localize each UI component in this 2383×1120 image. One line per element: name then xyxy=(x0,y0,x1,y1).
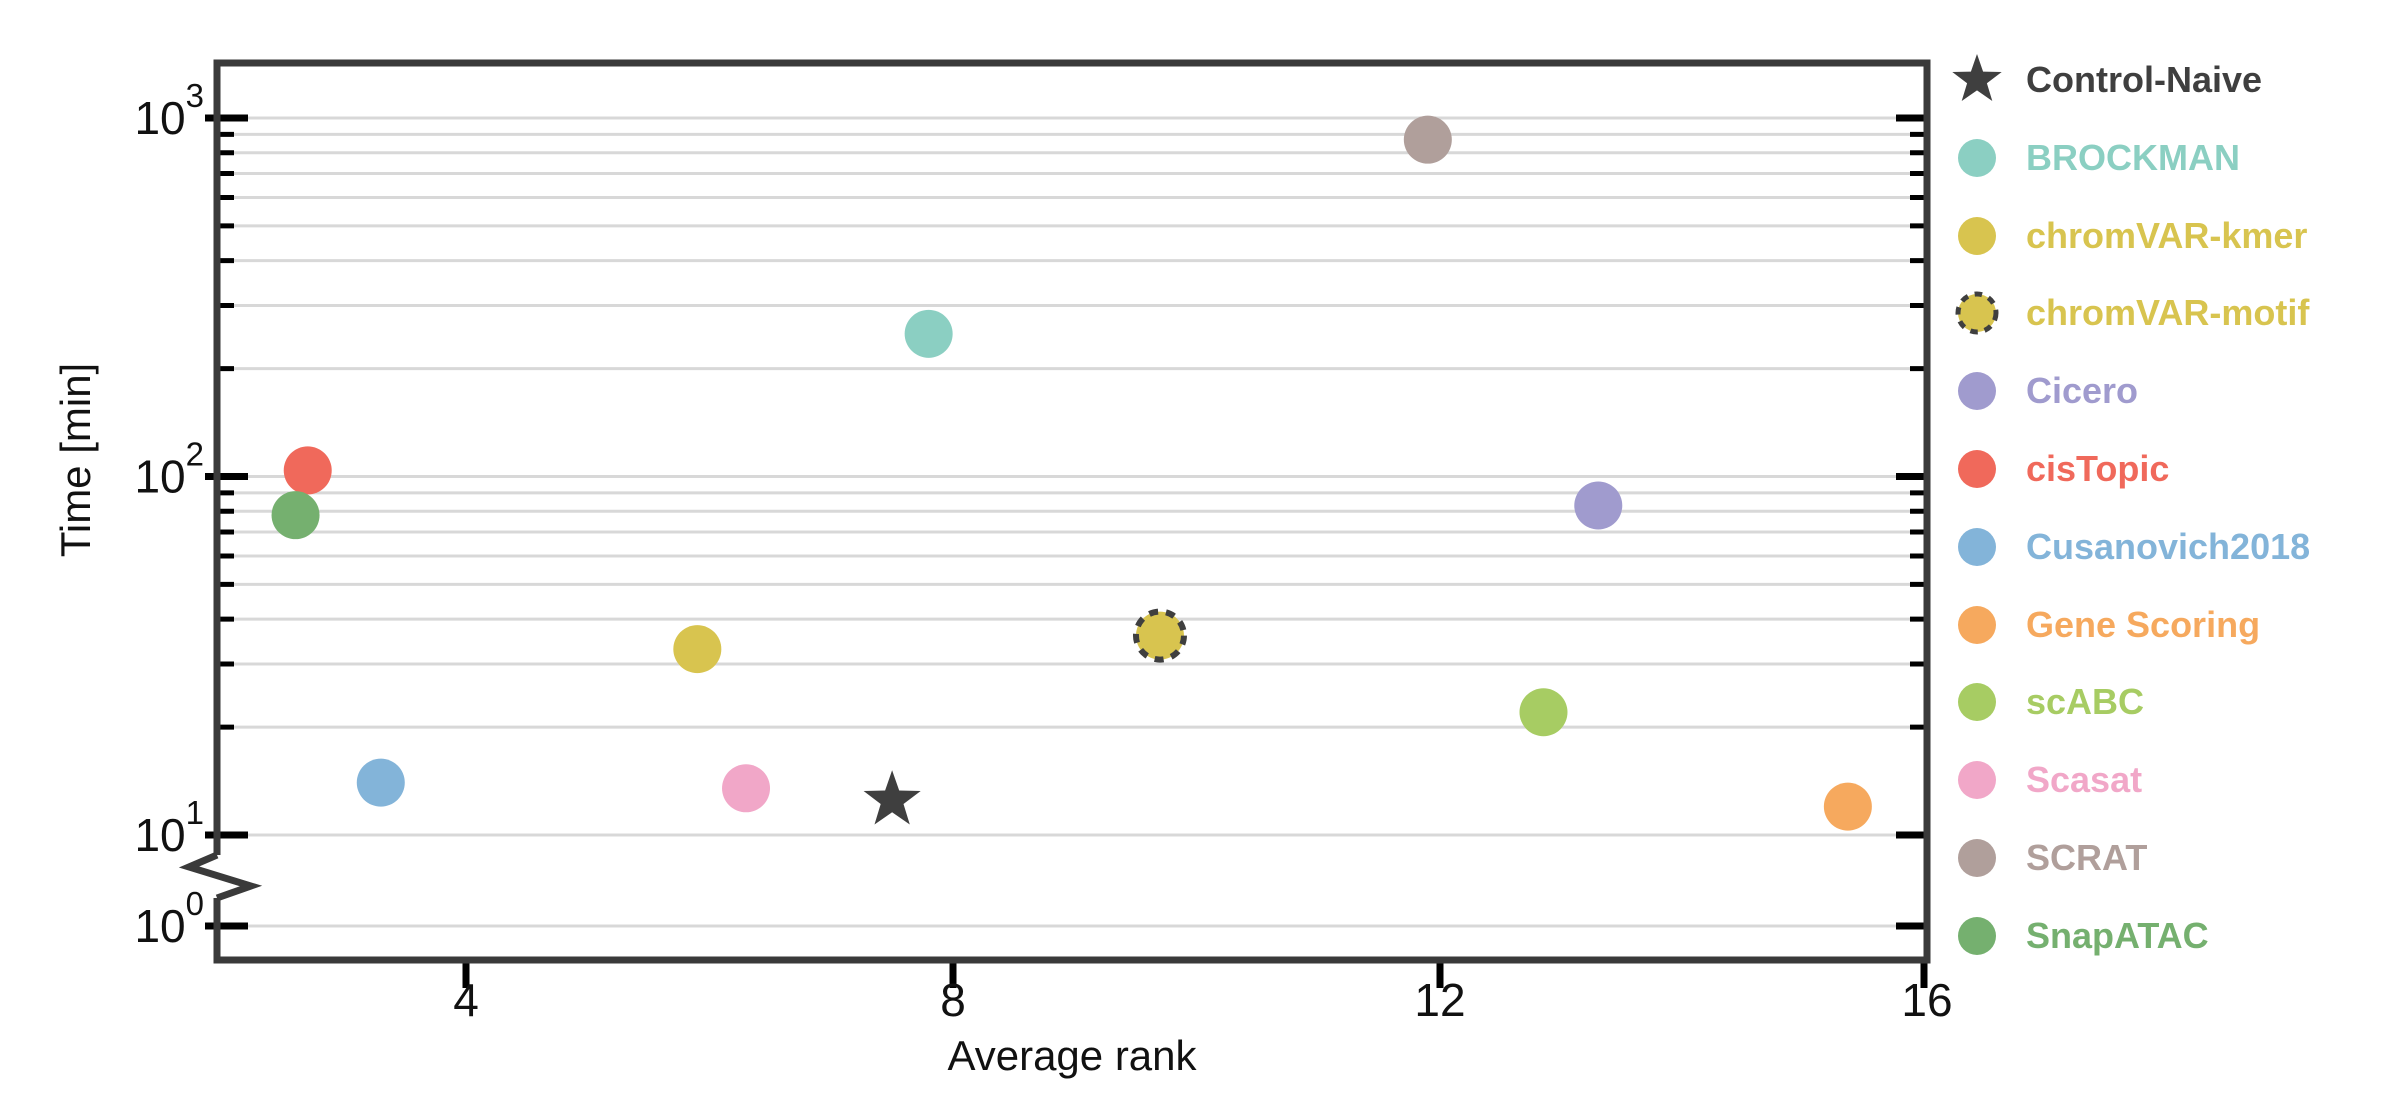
data-point-chromvar-motif xyxy=(1132,608,1187,663)
circle-swatch-icon xyxy=(1958,372,1996,411)
y-tick-label: 100 xyxy=(134,885,204,952)
legend-label-cistopic: cisTopic xyxy=(2026,448,2170,489)
x-tick-label: 4 xyxy=(453,974,479,1026)
y-tick-label: 102 xyxy=(134,436,204,503)
legend-item-snapatac: SnapATAC xyxy=(1948,907,2209,965)
legend-label-gene-scoring: Gene Scoring xyxy=(2026,603,2261,645)
legend-label-chromvar-kmer: chromVAR-kmer xyxy=(2026,214,2308,256)
x-tick-label: 16 xyxy=(1901,974,1952,1026)
circle-swatch-icon xyxy=(1958,605,1996,644)
data-point-gene-scoring xyxy=(1823,782,1872,831)
data-point-scrat xyxy=(1403,115,1452,164)
circle-swatch-icon xyxy=(1958,450,1996,488)
data-point-control-naive xyxy=(863,770,921,825)
x-axis-title: Average rank xyxy=(947,1032,1197,1079)
data-point-chromvar-kmer xyxy=(673,625,722,674)
legend-label-snapatac: SnapATAC xyxy=(2026,914,2209,956)
circle-swatch-icon xyxy=(1958,683,1996,722)
circle-dashed-swatch-icon xyxy=(1955,291,1999,335)
data-point-scasat xyxy=(722,764,771,813)
legend-item-control-naive: Control-Naive xyxy=(1948,51,2262,109)
circle-swatch-icon xyxy=(1958,216,1996,255)
data-point-snapatac xyxy=(271,491,320,540)
star-icon xyxy=(1952,54,2002,101)
legend-item-cusanovich2018: Cusanovich2018 xyxy=(1948,518,2310,576)
data-point-scabc xyxy=(1519,688,1568,737)
data-point-cusanovich2018 xyxy=(356,758,405,807)
y-axis-title: Time [min] xyxy=(52,362,99,558)
x-tick-label: 12 xyxy=(1414,974,1465,1026)
circle-swatch-icon xyxy=(1958,527,1996,566)
circle-swatch-icon xyxy=(1958,138,1996,177)
circle-swatch-icon xyxy=(1958,916,1996,955)
axis-break-icon xyxy=(178,851,263,902)
legend-item-cicero: Cicero xyxy=(1948,362,2138,420)
legend-item-scrat: SCRAT xyxy=(1948,829,2147,887)
data-point-brockman xyxy=(904,309,953,358)
legend-label-cusanovich2018: Cusanovich2018 xyxy=(2026,525,2311,567)
circle-swatch-icon xyxy=(1958,683,1996,722)
legend-item-chromvar-kmer: chromVAR-kmer xyxy=(1948,207,2307,265)
data-point-cistopic xyxy=(283,446,332,495)
star-icon xyxy=(1952,54,2002,101)
legend-item-cistopic: cisTopic xyxy=(1948,440,2169,498)
circle-swatch-icon xyxy=(1958,216,1996,255)
circle-swatch-icon xyxy=(1958,761,1996,800)
legend-item-scabc: scABC xyxy=(1948,673,2144,731)
circle-swatch-icon xyxy=(1958,138,1996,177)
circle-swatch-icon xyxy=(1958,372,1996,411)
legend-label-scabc: scABC xyxy=(2026,681,2145,723)
circle-swatch-icon xyxy=(1958,450,1996,488)
circle-swatch-icon xyxy=(1955,291,1999,335)
legend-item-gene-scoring: Gene Scoring xyxy=(1948,596,2260,654)
legend-label-brockman: BROCKMAN xyxy=(2026,136,2240,178)
circle-swatch-icon xyxy=(1958,605,1996,644)
legend-label-scasat: Scasat xyxy=(2026,759,2143,801)
legend-item-brockman: BROCKMAN xyxy=(1948,129,2240,187)
y-tick-label: 103 xyxy=(134,77,204,144)
circle-swatch-icon xyxy=(1958,761,1996,800)
circle-swatch-icon xyxy=(1958,839,1996,877)
data-point-cicero xyxy=(1574,481,1623,530)
legend-item-chromvar-motif: chromVAR-motif xyxy=(1948,284,2309,342)
y-tick-label: 101 xyxy=(134,794,204,861)
circle-swatch-icon xyxy=(1958,839,1996,877)
legend-label-control-naive: Control-Naive xyxy=(2026,59,2263,100)
legend-label-chromvar-motif: chromVAR-motif xyxy=(2026,292,2310,334)
circle-swatch-icon xyxy=(1958,916,1996,955)
legend-label-cicero: Cicero xyxy=(2026,370,2139,412)
plot-frame xyxy=(213,59,1931,964)
circle-swatch-icon xyxy=(1958,527,1996,566)
x-tick-label: 8 xyxy=(940,974,966,1026)
legend-label-scrat: SCRAT xyxy=(2026,837,2148,878)
legend-item-scasat: Scasat xyxy=(1948,751,2142,809)
